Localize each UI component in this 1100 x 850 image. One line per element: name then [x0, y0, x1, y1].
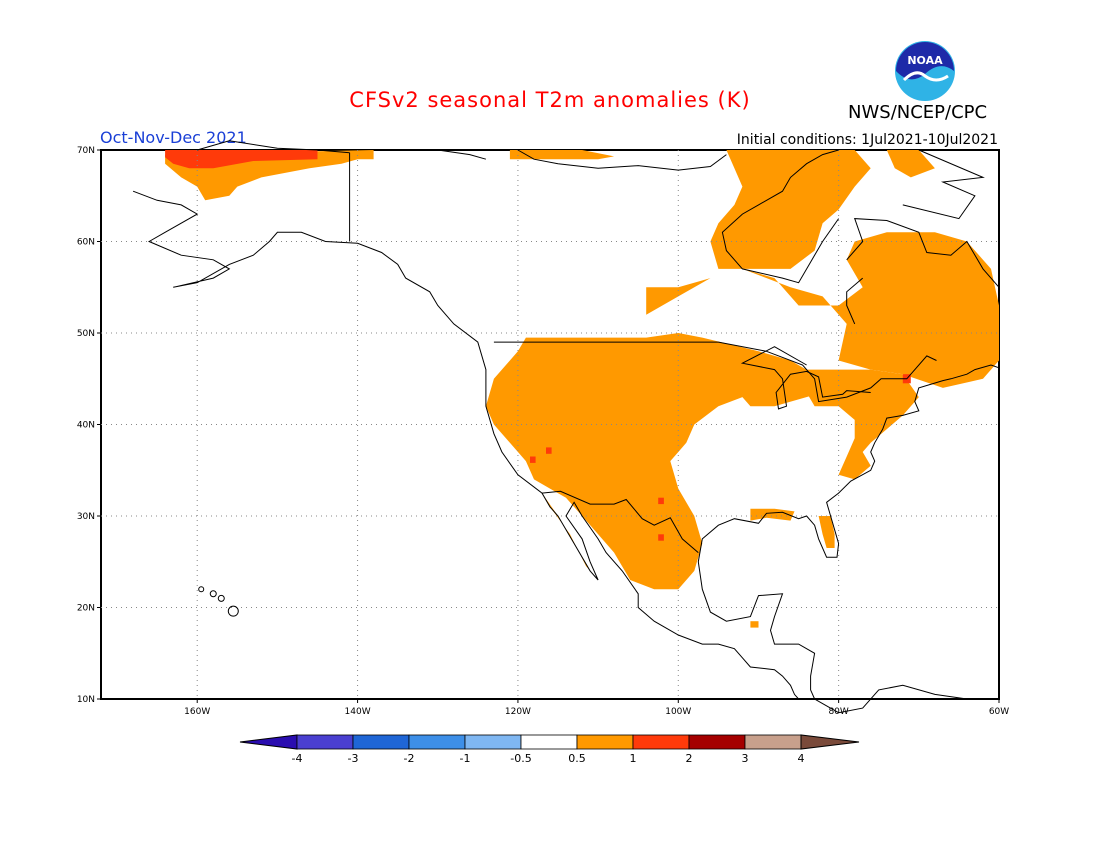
coastline-segment	[721, 149, 840, 284]
colorbar-label: -4	[292, 752, 303, 765]
initial-conditions: Initial conditions: 1Jul2021-10Jul2021	[736, 132, 998, 148]
colorbar-label: -1	[460, 752, 471, 765]
lat-tick-label: 30N	[77, 512, 95, 522]
alaska-strong-warm	[165, 150, 318, 169]
hawaii-island	[198, 586, 205, 593]
coastline-segment	[517, 149, 727, 171]
coastline-segment	[197, 140, 350, 154]
colorbar-label: -3	[348, 752, 359, 765]
greenland-edge-warm	[886, 150, 935, 178]
colorbar-label: 3	[742, 752, 749, 765]
lat-tick-label: 40N	[77, 421, 95, 431]
colorbar-label: 1	[630, 752, 637, 765]
nevada2-strong-warm	[546, 447, 552, 454]
yucatan-warm	[750, 621, 759, 628]
colorbar-label: 2	[686, 752, 693, 765]
coastline-segment	[902, 149, 985, 220]
agency-label: NWS/NCEP/CPC	[848, 102, 988, 123]
texas2-strong-warm	[658, 534, 664, 541]
noaa-logo-icon: NOAA	[895, 41, 955, 101]
coastline-segment	[493, 341, 937, 403]
east-canada-warm	[646, 232, 999, 388]
coastline-segment	[437, 149, 487, 160]
florida-warm	[818, 516, 835, 548]
arctic-canada-warm	[509, 150, 615, 160]
lon-tick-label: 80W	[828, 707, 848, 717]
coastline-segment	[541, 490, 699, 553]
lon-tick-label: 120W	[505, 707, 531, 717]
colorbar-segment	[632, 734, 690, 750]
colorbar-label: 0.5	[568, 752, 586, 765]
chart-title: CFSv2 seasonal T2m anomalies (K)	[349, 88, 751, 112]
colorbar-segment	[408, 734, 466, 750]
colorbar-segment	[688, 734, 746, 750]
colorbar-segment	[744, 734, 802, 750]
colorbar-label: -2	[404, 752, 415, 765]
axis-ticks: 70N 60N 50N 40N 30N 20N 10N 160W 140W 120W 100W 80W…	[77, 146, 1009, 717]
hawaii-island	[209, 590, 217, 598]
colorbar-segment	[352, 734, 410, 750]
lon-tick-label: 60W	[989, 707, 1009, 717]
coastline-segment	[740, 346, 871, 410]
lon-tick-label: 140W	[345, 707, 371, 717]
lon-tick-label: 100W	[665, 707, 691, 717]
hudson-west-warm	[710, 150, 871, 269]
colorbar-segment	[296, 734, 354, 750]
lat-tick-label: 20N	[77, 604, 95, 614]
lat-tick-label: 50N	[77, 329, 95, 339]
colorbar-label: -0.5	[510, 752, 531, 765]
coastline-segment	[697, 364, 1000, 714]
anomaly-layer	[165, 150, 999, 628]
forecast-period: Oct-Nov-Dec 2021	[100, 128, 247, 147]
colorbar-segment	[520, 734, 578, 750]
colorbar-arrow-low	[239, 734, 298, 750]
colorbar: -4 -3 -2 -1 -0.5 0.5 1 2 3 4	[239, 734, 860, 765]
usa-west-warm	[485, 333, 823, 590]
hawaii-island	[217, 594, 225, 602]
gulf-coast-warm	[750, 508, 795, 521]
lat-tick-label: 10N	[77, 695, 95, 705]
colorbar-arrow-high	[800, 734, 860, 750]
lat-tick-label: 70N	[77, 146, 95, 156]
coastline-segment	[132, 190, 799, 700]
colorbar-segment	[576, 734, 634, 750]
colorbar-label: 4	[798, 752, 805, 765]
texas-strong-warm	[658, 497, 664, 505]
lat-tick-label: 60N	[77, 238, 95, 248]
great-lakes-east-warm	[806, 369, 919, 480]
nevada-strong-warm	[530, 456, 536, 463]
hawaii-island	[227, 605, 239, 617]
lon-tick-label: 160W	[184, 707, 210, 717]
coastline-segment	[846, 277, 864, 325]
coastline-segment	[846, 218, 1000, 288]
colorbar-segment	[464, 734, 522, 750]
coastlines	[132, 140, 1000, 714]
logo-text: NOAA	[907, 54, 943, 67]
